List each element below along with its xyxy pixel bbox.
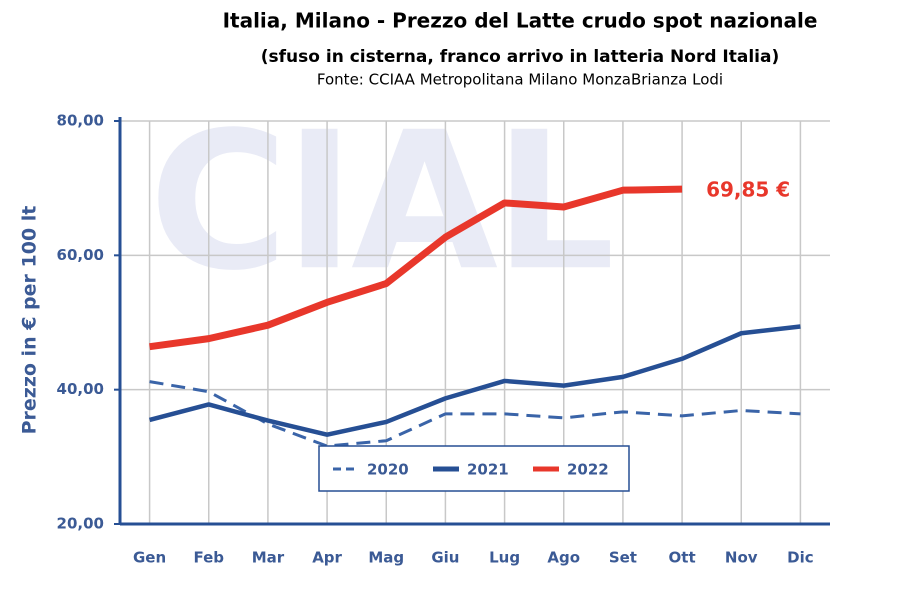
- chart-source: Fonte: CCIAA Metropolitana Milano MonzaB…: [317, 71, 723, 89]
- x-tick-label: Dic: [787, 549, 813, 567]
- y-tick-label: 60,00: [57, 246, 104, 264]
- chart-subtitle: (sfuso in cisterna, franco arrivo in lat…: [261, 47, 779, 67]
- x-tick-label: Apr: [312, 549, 342, 567]
- legend-label: 2021: [467, 461, 509, 479]
- x-tick-label: Gen: [133, 549, 166, 567]
- chart-title: Italia, Milano - Prezzo del Latte crudo …: [223, 9, 818, 33]
- x-tick-label: Ott: [669, 549, 696, 567]
- x-tick-label: Feb: [193, 549, 224, 567]
- x-tick-label: Ago: [547, 549, 580, 567]
- x-tick-label: Nov: [725, 549, 758, 567]
- legend-label: 2022: [567, 461, 609, 479]
- y-tick-label: 80,00: [57, 112, 104, 130]
- x-tick-label: Lug: [489, 549, 520, 567]
- x-tick-label: Mar: [252, 549, 285, 567]
- line-2021: [149, 324, 801, 437]
- x-tick-label: Giu: [431, 549, 459, 567]
- line-2022: [149, 185, 683, 351]
- y-tick-label: 40,00: [57, 380, 104, 398]
- legend-box: [318, 445, 630, 492]
- y-axis-label: Prezzo in € per 100 lt: [19, 206, 41, 435]
- legend-label: 2020: [367, 461, 409, 479]
- x-tick-label: Set: [609, 549, 637, 567]
- y-tick-label: 20,00: [57, 515, 104, 533]
- watermark: CIAL: [149, 91, 611, 312]
- data-label: 69,85 €: [706, 178, 790, 202]
- x-tick-label: Mag: [368, 549, 404, 567]
